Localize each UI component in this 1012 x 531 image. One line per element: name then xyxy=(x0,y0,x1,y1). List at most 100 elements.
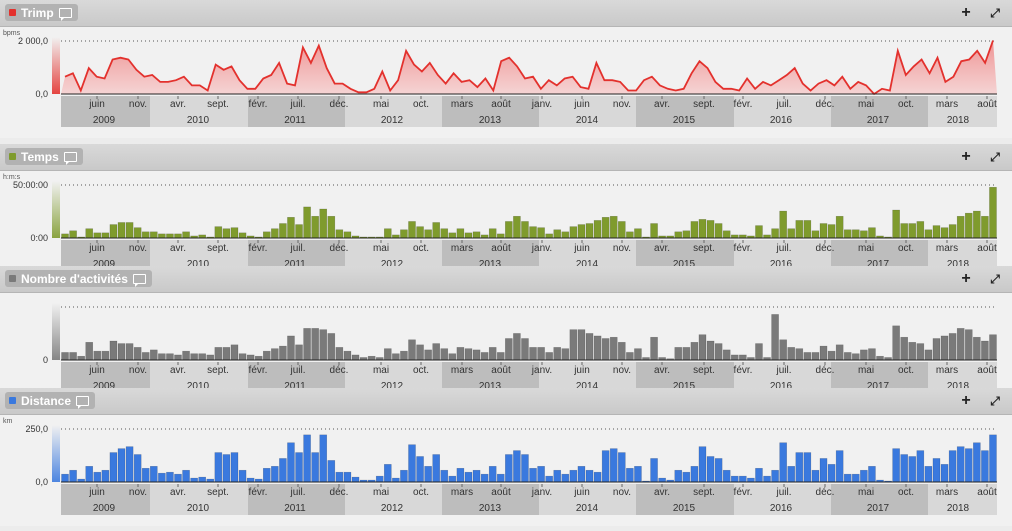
bar xyxy=(804,220,811,238)
x-tick-month: juil. xyxy=(289,99,305,110)
x-tick-month: juin xyxy=(573,365,590,376)
bar xyxy=(852,474,859,482)
x-tick-month: nov. xyxy=(129,365,147,376)
x-tick-month: août xyxy=(491,487,511,498)
x-tick-year: 2009 xyxy=(93,503,116,514)
bar xyxy=(586,470,593,482)
bar xyxy=(417,345,424,360)
x-tick-month: avr. xyxy=(170,365,186,376)
series-color-swatch xyxy=(9,153,16,160)
x-tick-year: 2012 xyxy=(381,115,404,126)
bar xyxy=(126,344,133,360)
bar xyxy=(788,466,795,482)
bar xyxy=(521,221,528,238)
comment-icon[interactable] xyxy=(133,274,146,284)
x-tick-month: mai xyxy=(373,243,389,254)
bar xyxy=(699,447,706,482)
x-tick-month: juin xyxy=(573,243,590,254)
x-tick-month: janv. xyxy=(531,365,552,376)
bar xyxy=(70,352,77,360)
bar xyxy=(925,466,932,482)
x-tick-month: sept. xyxy=(693,243,715,254)
x-tick-month: août xyxy=(977,243,997,254)
series-color-swatch xyxy=(9,397,16,404)
bar xyxy=(731,476,738,482)
expand-icon[interactable]: ⤢ xyxy=(986,270,1004,288)
bar xyxy=(981,216,988,238)
bar xyxy=(699,219,706,238)
bar xyxy=(287,336,294,360)
expand-icon[interactable]: ⤢ xyxy=(986,392,1004,410)
y-tick-bottom: 0,0 xyxy=(35,477,48,487)
bar xyxy=(110,453,117,482)
panel-title-tab[interactable]: Nombre d'activités xyxy=(5,270,152,287)
bar xyxy=(199,354,206,360)
x-tick-month: juin xyxy=(88,487,105,498)
bar xyxy=(521,454,528,482)
x-tick-month: déc. xyxy=(330,99,349,110)
bar xyxy=(166,472,173,482)
bar xyxy=(691,342,698,360)
bar xyxy=(392,478,399,482)
expand-icon[interactable]: ⤢ xyxy=(986,148,1004,166)
bar xyxy=(263,351,270,360)
bar xyxy=(94,472,101,482)
plus-icon[interactable]: + xyxy=(957,392,975,410)
bar xyxy=(651,458,658,482)
bar xyxy=(780,443,787,482)
y-axis-color-bar xyxy=(52,37,60,94)
x-tick-month: mai xyxy=(373,487,389,498)
bar xyxy=(247,478,254,482)
bar xyxy=(70,470,77,482)
bar xyxy=(546,234,553,238)
x-tick-month: août xyxy=(977,365,997,376)
bar xyxy=(336,472,343,482)
bar xyxy=(570,227,577,238)
x-tick-month: janv. xyxy=(531,99,552,110)
bar xyxy=(465,233,472,238)
bar xyxy=(400,470,407,482)
bar xyxy=(449,476,456,482)
bar xyxy=(610,449,617,482)
expand-icon[interactable]: ⤢ xyxy=(986,4,1004,22)
panel-title-tab[interactable]: Temps xyxy=(5,148,83,165)
bar xyxy=(562,349,569,360)
bar xyxy=(110,225,117,238)
bar xyxy=(844,352,851,360)
y-tick-top: 50:00:00 xyxy=(13,180,48,190)
bar xyxy=(651,337,658,360)
bar xyxy=(449,233,456,238)
bar xyxy=(707,220,714,238)
x-tick-month: avr. xyxy=(654,365,670,376)
comment-icon[interactable] xyxy=(59,8,72,18)
plus-icon[interactable]: + xyxy=(957,148,975,166)
bar xyxy=(287,217,294,238)
panel-title-tab[interactable]: Distance xyxy=(5,392,95,409)
bar xyxy=(400,351,407,360)
x-tick-month: oct. xyxy=(898,99,914,110)
bar xyxy=(957,328,964,360)
plus-icon[interactable]: + xyxy=(957,270,975,288)
bar xyxy=(868,228,875,238)
x-tick-month: mars xyxy=(936,243,958,254)
x-tick-month: mai xyxy=(373,365,389,376)
plus-icon[interactable]: + xyxy=(957,4,975,22)
bar xyxy=(417,227,424,238)
x-tick-month: avr. xyxy=(170,99,186,110)
panel-title-tab[interactable]: Trimp xyxy=(5,4,78,21)
y-tick-bottom: 0 xyxy=(43,355,48,365)
bar xyxy=(392,354,399,360)
bar xyxy=(626,468,633,482)
bar xyxy=(441,349,448,360)
bar xyxy=(981,451,988,482)
x-tick-month: mai xyxy=(858,243,874,254)
bar xyxy=(739,476,746,482)
comment-icon[interactable] xyxy=(76,396,89,406)
bar xyxy=(804,453,811,482)
bar xyxy=(255,356,262,360)
bar xyxy=(772,470,779,482)
panel-header: Trimp + ⤢ xyxy=(0,0,1012,27)
bar xyxy=(909,456,916,482)
comment-icon[interactable] xyxy=(64,152,77,162)
bar xyxy=(150,466,157,482)
